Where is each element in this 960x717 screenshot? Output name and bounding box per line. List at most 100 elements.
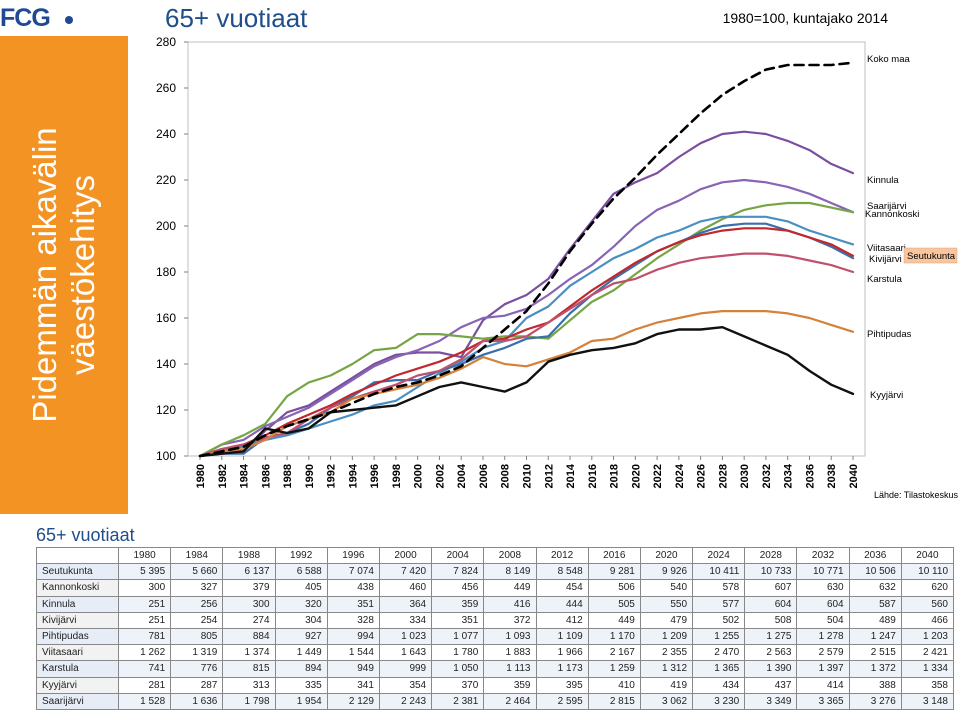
- line-chart: 100 120 140 160 180 200 220 240 260 280 1980 1982 19…: [156, 35, 958, 488]
- y-tick-label: 160: [156, 311, 176, 325]
- x-tick-label: 2034: [783, 463, 795, 488]
- series-label-kivij-rvi: Kivijärvi: [869, 254, 902, 265]
- table-cell: 370: [431, 676, 485, 694]
- table-cell: 1 374: [222, 644, 276, 662]
- x-tick-label: 2038: [826, 464, 838, 488]
- series-line-saarij-rvi: [198, 178, 855, 458]
- table-cell: 1 113: [483, 660, 537, 678]
- x-tick-label: 2010: [522, 464, 534, 488]
- table-cell: 1 372: [848, 660, 902, 678]
- table-cell: 1 798: [222, 692, 276, 710]
- table-cell: 351: [326, 595, 380, 613]
- table-cell: 6 588: [274, 563, 328, 581]
- seutukunta-label-bg: [903, 247, 958, 264]
- table-cell: 508: [744, 611, 798, 629]
- table-cell: 1 636: [170, 692, 224, 710]
- table-cell: 1 247: [848, 627, 902, 646]
- table-header-year: 1984: [170, 546, 224, 565]
- table-cell: 3 230: [692, 692, 746, 710]
- table-header-year: 2032: [796, 546, 850, 565]
- table-cell: 1 203: [900, 627, 955, 646]
- x-tick-label: 2030: [739, 464, 751, 488]
- series-label-koko-maa: Koko maa: [867, 54, 910, 65]
- table-cell: 1 449: [274, 644, 328, 662]
- table-cell: 2 129: [326, 692, 380, 710]
- table-cell: 359: [483, 676, 537, 694]
- table-cell: 2 464: [483, 692, 537, 710]
- x-tick-label: 2022: [652, 464, 664, 488]
- table-cell: 927: [274, 627, 328, 646]
- series-line-pihtipudas: [198, 310, 855, 458]
- table-cell: 412: [535, 611, 589, 629]
- table-cell: 351: [431, 611, 485, 629]
- table-cell: 620: [900, 579, 955, 597]
- table-cell: 1 312: [639, 660, 694, 678]
- table-row-label: Kyyjärvi: [36, 676, 119, 694]
- x-tick-label: 2000: [413, 464, 425, 488]
- table-header-year: 2024: [692, 546, 746, 565]
- chart-title: 65+ vuotiaat: [165, 3, 308, 33]
- table-cell: 359: [431, 595, 485, 613]
- table-cell: 502: [692, 611, 746, 629]
- x-tick-label: 2024: [674, 463, 686, 488]
- table-row: Viitasaari 1 262 1 319 1 374 1 449 1 544 1 643…: [36, 644, 955, 662]
- table-cell: 454: [535, 579, 589, 597]
- x-tick-label: 2006: [478, 464, 490, 488]
- x-tick-label: 1998: [391, 464, 403, 488]
- x-tick-label: 1982: [217, 464, 229, 488]
- table-cell: 550: [639, 595, 694, 613]
- table-cell: 449: [587, 611, 641, 629]
- table-cell: 776: [170, 660, 224, 678]
- table-row: Pihtipudas 781 805 884 927 994 1 023 1 077 1 093…: [36, 627, 955, 646]
- table-cell: 999: [378, 660, 433, 678]
- table-cell: 2 815: [587, 692, 641, 710]
- table-cell: 251: [117, 611, 172, 629]
- fcg-logo: FCG: [0, 4, 51, 32]
- table-cell: 3 349: [744, 692, 798, 710]
- table-cell: 1 077: [431, 627, 485, 646]
- table-cell: 1 544: [326, 644, 380, 662]
- series-line-kivij-rvi: [198, 222, 855, 458]
- table-cell: 578: [692, 579, 746, 597]
- x-tick-label: 2012: [543, 464, 555, 488]
- logo-dot: [65, 16, 73, 24]
- table-cell: 506: [587, 579, 641, 597]
- table-cell: 254: [170, 611, 224, 629]
- table-row-label: Karstula: [36, 660, 119, 678]
- table-cell: 10 110: [900, 563, 955, 581]
- series-label-seutukunta: Seutukunta: [907, 251, 956, 262]
- table-cell: 414: [796, 676, 850, 694]
- table-cell: 1 262: [117, 644, 172, 662]
- series-line-koko-maa: [198, 61, 855, 458]
- table-cell: 10 771: [796, 563, 850, 581]
- table-cell: 587: [848, 595, 902, 613]
- table-cell: 2 579: [796, 644, 850, 662]
- table-cell: 2 243: [378, 692, 433, 710]
- table-cell: 410: [587, 676, 641, 694]
- table-cell: 274: [222, 611, 276, 629]
- table-cell: 456: [431, 579, 485, 597]
- table-cell: 1 278: [796, 627, 850, 646]
- x-tick-label: 2026: [696, 464, 708, 488]
- table-cell: 2 470: [692, 644, 746, 662]
- table-cell: 379: [222, 579, 276, 597]
- table-cell: 300: [117, 579, 172, 597]
- y-tick-label: 220: [156, 173, 176, 187]
- table-cell: 304: [274, 611, 328, 629]
- table-cell: 1 173: [535, 660, 589, 678]
- table-header-year: 2028: [744, 546, 798, 565]
- x-tick-label: 2020: [630, 464, 642, 488]
- table-cell: 434: [692, 676, 746, 694]
- table-cell: 5 395: [117, 563, 172, 581]
- table-cell: 10 506: [848, 563, 902, 581]
- series-label-pihtipudas: Pihtipudas: [867, 329, 912, 340]
- table-cell: 2 595: [535, 692, 589, 710]
- table-corner: [36, 546, 119, 565]
- table-cell: 1 643: [378, 644, 433, 662]
- table-cell: 334: [378, 611, 433, 629]
- table-cell: 449: [483, 579, 537, 597]
- y-tick-label: 260: [156, 81, 176, 95]
- series-label-kannonkoski: Kannonkoski: [865, 209, 919, 220]
- table-cell: 1 954: [274, 692, 328, 710]
- x-tick-label: 1984: [239, 463, 251, 488]
